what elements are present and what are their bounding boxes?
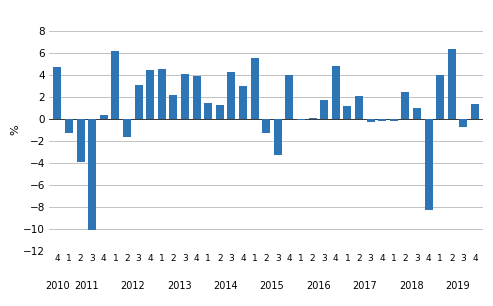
Bar [88, 119, 96, 230]
Bar [262, 119, 270, 133]
Bar [158, 69, 166, 119]
Bar [390, 119, 398, 121]
Y-axis label: %: % [10, 125, 20, 135]
Bar [297, 119, 305, 120]
Bar [216, 105, 224, 119]
Bar [76, 119, 85, 162]
Bar [239, 86, 247, 119]
Bar [193, 76, 201, 119]
Bar [100, 115, 108, 119]
Text: 2010: 2010 [45, 282, 70, 292]
Bar [111, 51, 119, 119]
Text: 2018: 2018 [399, 282, 423, 292]
Bar [181, 74, 189, 119]
Text: 2019: 2019 [445, 282, 470, 292]
Bar [459, 119, 467, 127]
Bar [436, 75, 444, 119]
Bar [309, 118, 317, 119]
Text: 2013: 2013 [167, 282, 192, 292]
Text: 2014: 2014 [213, 282, 238, 292]
Bar [448, 49, 456, 119]
Bar [123, 119, 131, 137]
Bar [367, 119, 375, 122]
Bar [471, 104, 479, 119]
Text: 2017: 2017 [352, 282, 377, 292]
Bar [355, 96, 363, 119]
Bar [424, 119, 433, 210]
Bar [332, 66, 340, 119]
Bar [53, 67, 62, 119]
Bar [343, 106, 352, 119]
Bar [320, 100, 328, 119]
Bar [378, 119, 387, 121]
Bar [227, 72, 236, 119]
Text: 2011: 2011 [74, 282, 99, 292]
Bar [65, 119, 73, 133]
Bar [274, 119, 282, 155]
Bar [135, 85, 142, 119]
Bar [170, 95, 177, 119]
Text: 2015: 2015 [260, 282, 284, 292]
Bar [250, 58, 259, 119]
Bar [204, 103, 212, 119]
Text: 2012: 2012 [120, 282, 145, 292]
Bar [401, 91, 410, 119]
Text: 2016: 2016 [306, 282, 331, 292]
Bar [146, 70, 154, 119]
Bar [285, 75, 293, 119]
Bar [413, 108, 421, 119]
